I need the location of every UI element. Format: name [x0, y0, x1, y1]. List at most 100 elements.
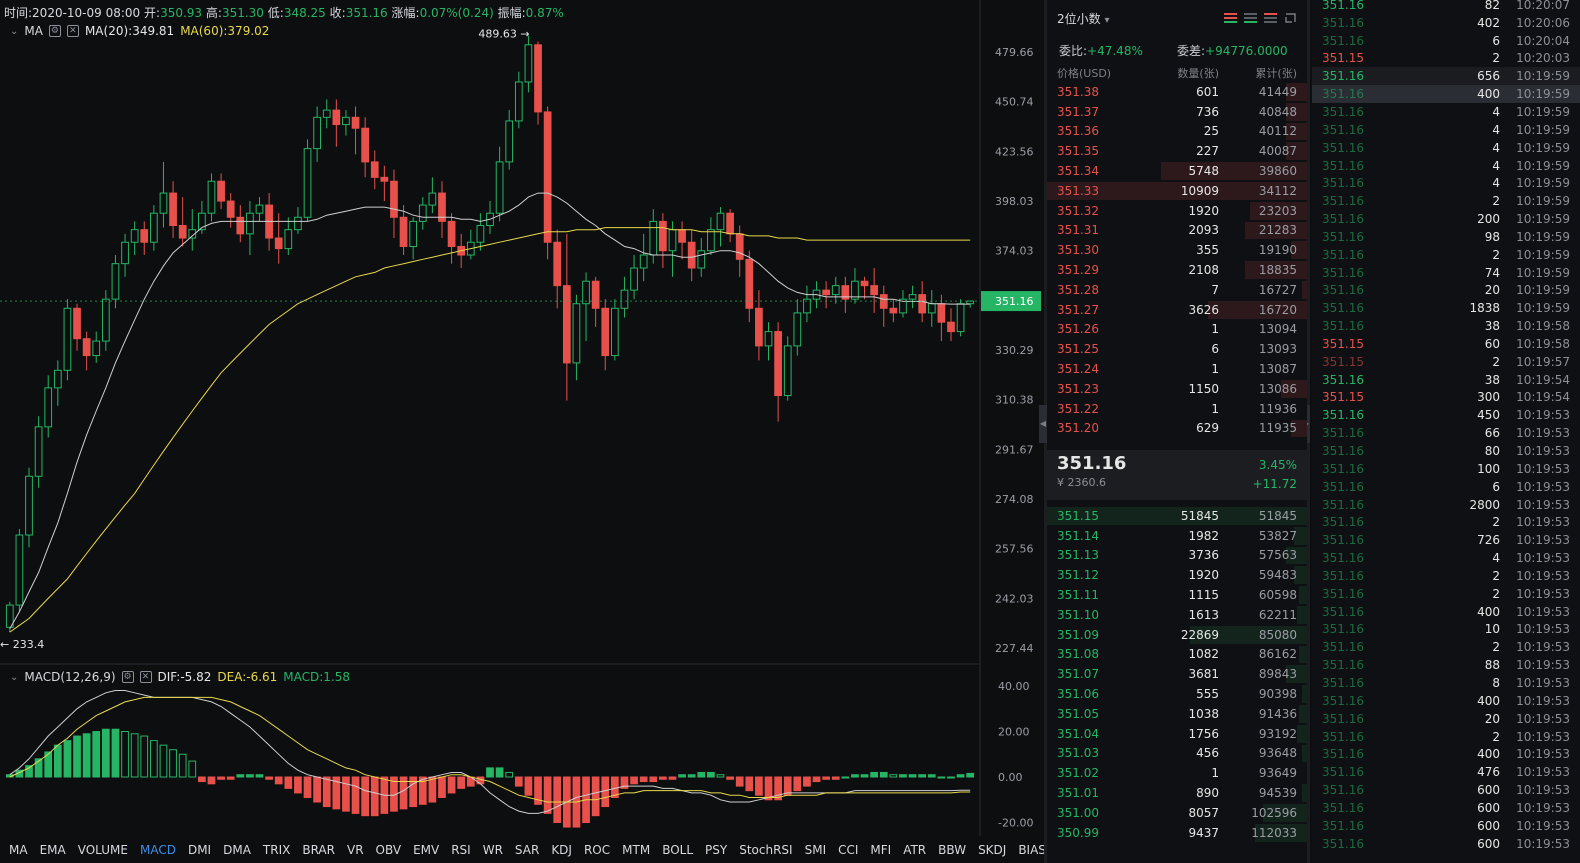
tab-kdj[interactable]: KDJ	[551, 842, 572, 857]
trade-time: 10:19:54	[1516, 390, 1570, 405]
tab-obv[interactable]: OBV	[375, 842, 402, 857]
ask-row[interactable]: 351.25 6 13093	[1047, 339, 1307, 359]
tab-bias[interactable]: BIAS	[1018, 842, 1046, 857]
candle-up	[620, 289, 629, 309]
tab-dma[interactable]: DMA	[223, 842, 251, 857]
tab-psy[interactable]: PSY	[705, 842, 728, 857]
tab-trix[interactable]: TRIX	[262, 842, 291, 857]
depth-bar	[1296, 605, 1307, 624]
bid-row[interactable]: 351.01 890 94539	[1047, 783, 1307, 803]
ask-row[interactable]: 351.20 629 11935	[1047, 419, 1307, 439]
precision-select[interactable]: 2位小数 ▾	[1057, 11, 1110, 26]
depth-bar	[1299, 704, 1307, 723]
candle-up	[246, 212, 254, 235]
macd-bar-positive	[140, 735, 149, 778]
trade-row: 351.16 600 10:19:53	[1312, 799, 1580, 817]
tab-skdj[interactable]: SKDJ	[978, 842, 1007, 857]
bid-row[interactable]: 351.09 22869 85080	[1047, 625, 1307, 645]
bid-row[interactable]: 351.12 1920 59483	[1047, 565, 1307, 585]
tab-boll[interactable]: BOLL	[662, 842, 694, 857]
macd-bar-negative	[543, 776, 552, 814]
chevron-down-icon[interactable]: ⌄	[10, 25, 19, 37]
ask-row[interactable]: 351.33 10909 34112	[1047, 181, 1307, 201]
tab-mfi[interactable]: MFI	[870, 842, 892, 857]
bids-view-icon[interactable]	[1244, 13, 1257, 23]
tab-sar[interactable]: SAR	[514, 842, 540, 857]
ask-price: 351.26	[1057, 322, 1099, 337]
candle-up	[639, 254, 648, 269]
ask-row[interactable]: 351.35 227 40087	[1047, 141, 1307, 161]
close-icon[interactable]: ✕	[66, 25, 79, 37]
trade-qty: 4	[1492, 158, 1500, 173]
bid-row[interactable]: 351.06 555 90398	[1047, 684, 1307, 704]
ask-row[interactable]: 351.27 3626 16720	[1047, 300, 1307, 320]
gear-icon[interactable]: ⚙	[48, 25, 61, 37]
depth-bar	[1299, 645, 1307, 664]
candle-up	[53, 369, 62, 389]
tab-vr[interactable]: VR	[346, 842, 364, 857]
ask-row[interactable]: 351.37 736 40848	[1047, 102, 1307, 122]
bid-row[interactable]: 351.00 8057 102596	[1047, 803, 1307, 823]
tab-ma[interactable]: MA	[9, 842, 28, 857]
tab-bbw[interactable]: BBW	[938, 842, 967, 857]
tab-emv[interactable]: EMV	[413, 842, 440, 857]
ask-row[interactable]: 351.31 2093 21283	[1047, 221, 1307, 241]
tab-volume[interactable]: VOLUME	[77, 842, 128, 857]
trade-time: 10:19:59	[1516, 69, 1570, 84]
bid-row[interactable]: 351.14 1982 53827	[1047, 526, 1307, 546]
bid-row[interactable]: 351.07 3681 89843	[1047, 664, 1307, 684]
tab-rsi[interactable]: RSI	[451, 842, 471, 857]
bid-row[interactable]: 351.10 1613 62211	[1047, 605, 1307, 625]
tab-atr[interactable]: ATR	[903, 842, 927, 857]
ask-row[interactable]: 351.29 2108 18835	[1047, 260, 1307, 280]
bid-row[interactable]: 351.11 1115 60598	[1047, 585, 1307, 605]
chevron-down-icon[interactable]: ⌄	[10, 671, 19, 683]
tab-wr[interactable]: WR	[482, 842, 503, 857]
trade-time: 10:19:58	[1516, 319, 1570, 334]
bid-row[interactable]: 351.08 1082 86162	[1047, 645, 1307, 665]
tab-cci[interactable]: CCI	[838, 842, 859, 857]
bid-row[interactable]: 351.05 1038 91436	[1047, 704, 1307, 724]
ask-row[interactable]: 351.23 1150 13086	[1047, 379, 1307, 399]
tab-ema[interactable]: EMA	[39, 842, 66, 857]
ask-row[interactable]: 351.22 1 11936	[1047, 399, 1307, 419]
bid-row[interactable]: 351.04 1756 93192	[1047, 724, 1307, 744]
bid-row[interactable]: 351.15 51845 51845	[1047, 506, 1307, 526]
tab-macd[interactable]: MACD	[139, 842, 176, 857]
asks-view-icon[interactable]	[1264, 13, 1277, 23]
ask-row[interactable]: 351.38 601 41449	[1047, 82, 1307, 102]
ask-row[interactable]: 351.26 1 13094	[1047, 320, 1307, 340]
kline-chart[interactable]: 479.66 450.74 423.56 398.03 374.03 330.29 310.…	[0, 0, 1044, 836]
macd-bar-positive	[956, 774, 965, 778]
tab-brar[interactable]: BRAR	[302, 842, 335, 857]
ask-price: 351.30	[1057, 243, 1099, 258]
tab-smi[interactable]: SMI	[804, 842, 827, 857]
close-icon[interactable]: ✕	[139, 671, 152, 683]
trade-time: 10:19:53	[1516, 747, 1570, 762]
time-value: 2020-10-09 08:00	[32, 6, 141, 20]
tab-dmi[interactable]: DMI	[187, 842, 212, 857]
ask-row[interactable]: 351.36 25 40112	[1047, 122, 1307, 142]
tab-mtm[interactable]: MTM	[622, 842, 651, 857]
ask-row[interactable]: 351.24 1 13087	[1047, 359, 1307, 379]
bid-row[interactable]: 351.02 1 93649	[1047, 763, 1307, 783]
expand-icon[interactable]	[1284, 13, 1297, 23]
ask-row[interactable]: 351.30 355 19190	[1047, 240, 1307, 260]
macd-bar-negative	[764, 776, 773, 801]
both-sides-view-icon[interactable]	[1224, 13, 1237, 23]
collapse-left-handle[interactable]: ◀	[1039, 405, 1047, 443]
bid-row[interactable]: 351.13 3736 57563	[1047, 546, 1307, 566]
ask-row[interactable]: 351.32 1920 23203	[1047, 201, 1307, 221]
depth-bar	[1301, 280, 1307, 299]
tab-stochrsi[interactable]: StochRSI	[739, 842, 793, 857]
gear-icon[interactable]: ⚙	[121, 671, 134, 683]
tab-roc[interactable]: ROC	[583, 842, 611, 857]
ask-row[interactable]: 351.28 7 16727	[1047, 280, 1307, 300]
price-axis-label: 257.56	[995, 543, 1034, 556]
bid-row[interactable]: 351.03 456 93648	[1047, 744, 1307, 764]
bid-row[interactable]: 350.99 9437 112033	[1047, 823, 1307, 843]
ask-row[interactable]: 351.34 5748 39860	[1047, 161, 1307, 181]
trade-time: 10:19:53	[1516, 533, 1570, 548]
chart-panel[interactable]: 479.66 450.74 423.56 398.03 374.03 330.29 310.…	[0, 0, 1046, 863]
bid-qty: 1	[1211, 766, 1219, 781]
